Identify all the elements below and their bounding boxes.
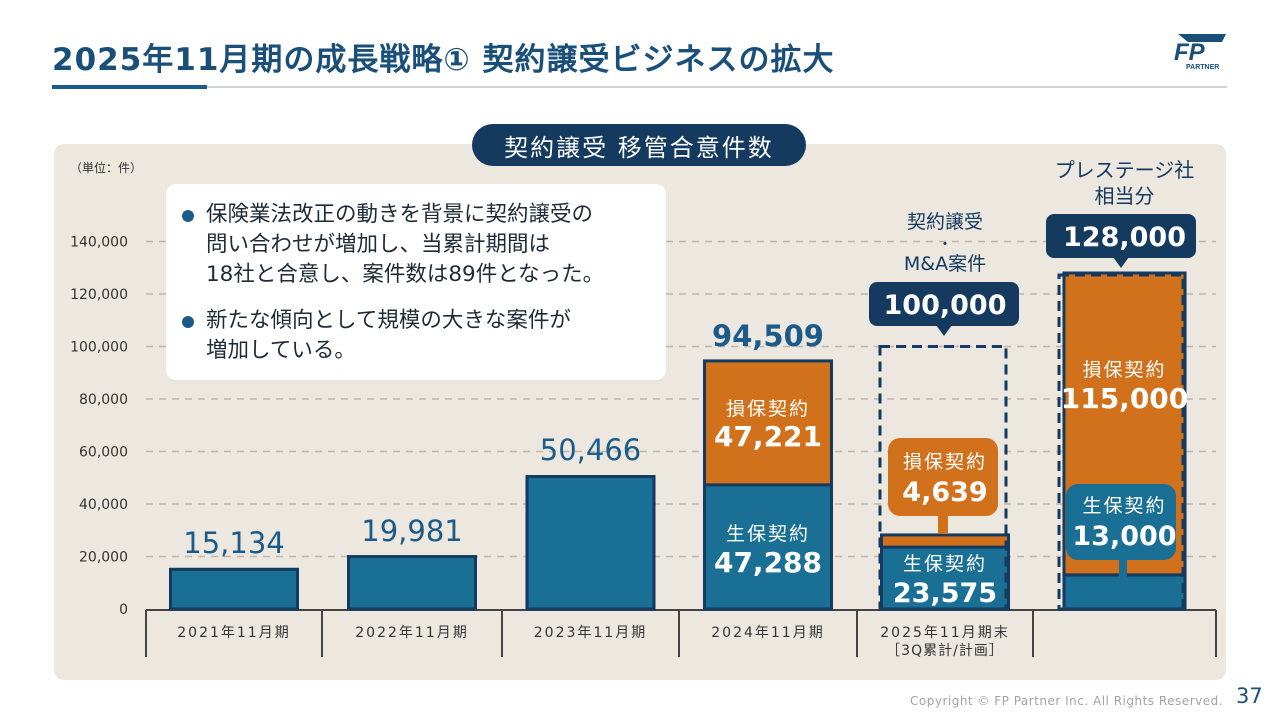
prestige-outline xyxy=(1057,273,1185,611)
segment-name-4-nonlife: 損保契約 xyxy=(726,398,810,420)
company-logo: FP PARTNER xyxy=(1174,34,1226,71)
info-box: 保険業法改正の動きを背景に契約譲受の 問い合わせが増加し、当累計期間は 18社と… xyxy=(166,184,666,380)
info-bullet-1-line-3: 18社と合意し、案件数は89件となった。 xyxy=(206,262,605,287)
plan-annotation-line-2: ・ xyxy=(937,235,952,253)
y-tick-label: 0 xyxy=(119,602,128,618)
callout-box-6-life xyxy=(1066,484,1176,560)
logo-text: FP xyxy=(1174,39,1206,66)
y-tick-label: 140,000 xyxy=(70,235,128,251)
total-label-4: 94,509 xyxy=(712,319,824,353)
prestige-annotation-line-2: 相当分 xyxy=(1095,184,1155,208)
chart-title: 契約譲受 移管合意件数 xyxy=(472,124,806,166)
logo-subtext: PARTNER xyxy=(1186,64,1219,71)
info-bullet-1-line-1: 保険業法改正の動きを背景に契約譲受の xyxy=(206,202,594,227)
y-tick-label: 20,000 xyxy=(79,550,128,566)
callout-connector-5 xyxy=(938,512,948,534)
bar-nonlife-5 xyxy=(880,533,1010,549)
info-bullet-2-line-1: 新たな傾向として規模の大きな案件が xyxy=(206,308,571,333)
copyright: Copyright © FP Partner Inc. All Rights R… xyxy=(910,694,1224,708)
page-number: 37 xyxy=(1236,684,1263,708)
info-bullet-1: 保険業法改正の動きを背景に契約譲受の 問い合わせが増加し、当累計期間は 18社と… xyxy=(180,200,660,290)
total-label-3: 50,466 xyxy=(540,433,641,467)
info-bullet-1-line-2: 問い合わせが増加し、当累計期間は xyxy=(206,232,551,257)
total-label-1: 15,134 xyxy=(183,526,284,560)
y-tick-label: 60,000 xyxy=(79,445,128,461)
segment-value-4-life: 47,288 xyxy=(714,546,822,579)
bar-life-6 xyxy=(1062,573,1187,611)
page-title: 2025年11月期の成長戦略① 契約譲受ビジネスの拡大 xyxy=(52,42,835,78)
y-tick-label: 80,000 xyxy=(79,392,128,408)
bar-life-2 xyxy=(347,555,477,611)
plan-outline xyxy=(878,345,1008,611)
segment-value-5-life: 23,575 xyxy=(893,578,997,609)
title-divider-accent xyxy=(52,85,207,89)
unit-label: （単位：件） xyxy=(70,160,142,175)
total-label-5: 100,000 xyxy=(884,290,1007,321)
bar-life-4 xyxy=(703,483,833,611)
segment-name-5-life: 生保契約 xyxy=(903,553,987,575)
prestige-annotation-line-1: プレステージ社 xyxy=(1055,158,1195,182)
segment-value-6-nonlife: 115,000 xyxy=(1061,382,1189,415)
total-badge-6-pointer xyxy=(1113,257,1129,268)
segment-name-6-life: 生保契約 xyxy=(1082,495,1166,517)
bar-life-3 xyxy=(525,475,656,611)
segment-value-4-nonlife: 47,221 xyxy=(714,420,822,453)
total-badge-5 xyxy=(869,282,1019,326)
segment-name-4-life: 生保契約 xyxy=(726,523,810,545)
info-bullet-2: 新たな傾向として規模の大きな案件が 増加している。 xyxy=(180,306,660,366)
total-badge-5-pointer xyxy=(936,325,952,336)
x-tick-label-sub: ［3Q累計/計画］ xyxy=(886,643,1004,659)
total-label-2: 19,981 xyxy=(361,514,462,548)
callout-connector-6 xyxy=(1119,556,1127,578)
y-tick-label: 120,000 xyxy=(70,287,128,303)
segment-value-6-life: 13,000 xyxy=(1072,521,1176,552)
x-tick-label: 2023年11月期 xyxy=(534,625,647,641)
plan-annotation-line-1: 契約譲受 xyxy=(907,211,983,233)
y-tick-label: 100,000 xyxy=(70,340,128,356)
y-tick-label: 40,000 xyxy=(79,497,128,513)
bar-life-1 xyxy=(169,567,299,611)
title-divider xyxy=(52,86,1227,88)
segment-name-6-nonlife: 損保契約 xyxy=(1082,359,1166,381)
info-bullet-2-line-2: 増加している。 xyxy=(206,338,356,363)
bar-nonlife-4 xyxy=(703,359,833,487)
plan-annotation-line-3: M&A案件 xyxy=(904,253,986,275)
segment-value-5-nonlife: 4,639 xyxy=(902,477,987,508)
total-label-6: 128,000 xyxy=(1063,222,1186,253)
x-tick-label: 2022年11月期 xyxy=(355,625,468,641)
x-tick-label: 2021年11月期 xyxy=(177,625,290,641)
total-badge-6 xyxy=(1046,214,1196,258)
callout-box-5-nonlife xyxy=(888,438,998,516)
x-tick-label: 2024年11月期 xyxy=(711,625,824,641)
segment-name-5-nonlife: 損保契約 xyxy=(903,451,987,473)
x-tick-label: 2025年11月期末 xyxy=(880,625,1009,641)
